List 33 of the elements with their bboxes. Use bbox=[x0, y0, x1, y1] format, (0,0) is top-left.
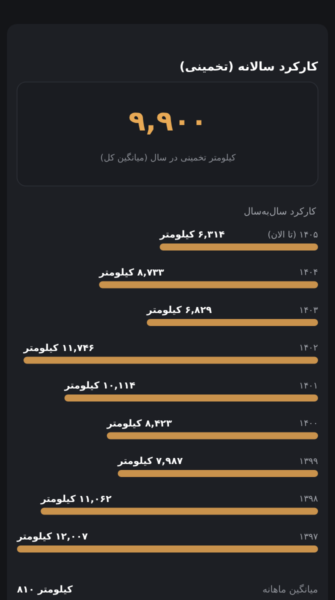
bar bbox=[64, 394, 318, 402]
y-tick-label: ۱۴۰۳ bbox=[299, 306, 318, 316]
y-tick-label: ۱۳۹۸ bbox=[299, 494, 318, 505]
text: میانگین ماهانه bbox=[262, 584, 318, 596]
text: کیلومتر ۸۱۰ bbox=[17, 584, 74, 596]
chart-subtitle: کارکرد سال‌به‌سال bbox=[244, 206, 316, 218]
chart-title: کارکرد سالانه (تخمینی) bbox=[180, 59, 318, 74]
y-tick-label: ۱۴۰۲ bbox=[299, 344, 318, 354]
y-tick-label: ۱۴۰۰ bbox=[299, 419, 318, 430]
data-label: ۶,۸۲۹ کیلومتر bbox=[146, 305, 212, 316]
bar bbox=[99, 281, 318, 288]
y-tick-label: ۱۳۹۷ bbox=[299, 532, 318, 542]
data-label: ۱۰,۱۱۴ کیلومتر bbox=[63, 380, 136, 392]
bar bbox=[146, 319, 318, 326]
y-tick-label: ۱۴۰۴ bbox=[299, 268, 318, 278]
data-label: ۷,۹۸۷ کیلومتر bbox=[116, 456, 183, 468]
data-label: ۶,۳۱۴ کیلومتر bbox=[158, 230, 225, 241]
y-tick-label: ۱۴۰۱ bbox=[299, 381, 318, 392]
data-label: ۸,۴۲۳ کیلومتر bbox=[106, 418, 172, 430]
data-label: ۱۱,۷۴۶ کیلومتر bbox=[22, 342, 94, 354]
data-label: ۱۲,۰۰۷ کیلومتر bbox=[16, 532, 88, 543]
text: کیلومتر تخمینی در سال (میانگین کل) bbox=[100, 152, 236, 164]
bar bbox=[17, 546, 318, 552]
data-label: ۸,۷۳۳ کیلومتر bbox=[98, 267, 164, 278]
bar bbox=[160, 244, 318, 250]
bar bbox=[40, 508, 318, 515]
text: ۹,۹۰۰ bbox=[128, 104, 208, 138]
data-label: ۱۱,۰۶۲ کیلومتر bbox=[40, 494, 112, 505]
y-tick-label: ۱۴۰۵ (تا الان) bbox=[268, 230, 318, 240]
bar bbox=[106, 432, 318, 440]
bar bbox=[118, 470, 318, 477]
bar bbox=[24, 356, 318, 364]
y-tick-label: ۱۳۹۹ bbox=[299, 456, 318, 467]
